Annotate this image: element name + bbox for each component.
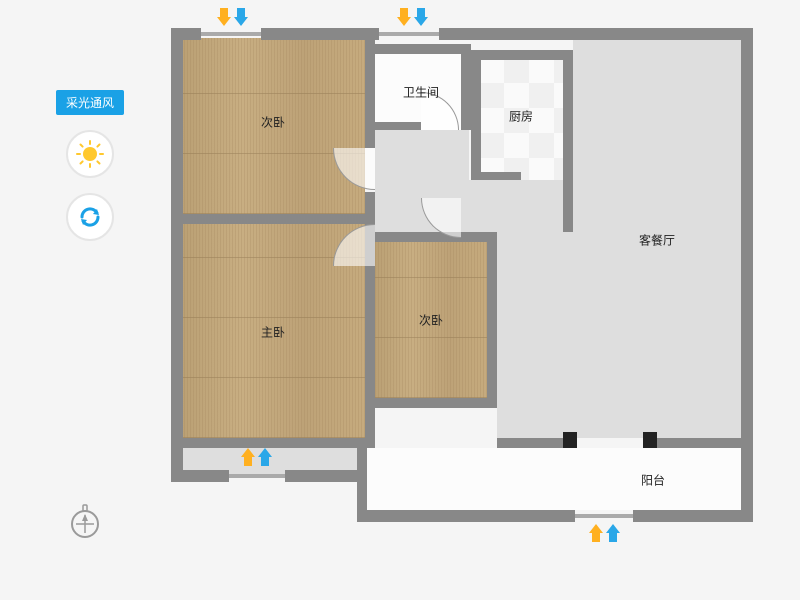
wall-window (201, 32, 261, 36)
wall (375, 232, 495, 242)
room-living-strip (469, 180, 573, 232)
wall (643, 432, 657, 448)
wall (365, 38, 375, 148)
wall (357, 442, 367, 518)
wall (285, 470, 363, 482)
wall (563, 50, 573, 232)
wall (471, 50, 481, 180)
wall (171, 28, 183, 480)
arrow-down-blue-icon (234, 8, 248, 26)
arrow-pair (397, 8, 428, 26)
arrow-pair (589, 524, 620, 542)
room-living-main (497, 232, 743, 438)
arrow-down-yellow-icon (217, 8, 231, 26)
wall (461, 44, 471, 130)
arrow-up-blue-icon (606, 524, 620, 542)
label-balcony: 阳台 (641, 472, 665, 489)
wall (633, 510, 753, 522)
refresh-icon (77, 204, 103, 230)
wall (497, 438, 573, 448)
arrow-up-yellow-icon (241, 448, 255, 466)
wall (357, 510, 575, 522)
floorplan: 次卧 卫生间 厨房 主卧 次卧 客餐厅 阳台 (165, 22, 755, 562)
wall (487, 232, 497, 404)
arrow-pair (217, 8, 248, 26)
compass-icon (65, 500, 105, 540)
wall (651, 438, 743, 448)
wall (181, 214, 367, 224)
sun-button[interactable] (66, 130, 114, 178)
arrow-pair (241, 448, 272, 466)
sidebar: 采光通风 (45, 90, 135, 241)
arrow-down-blue-icon (414, 8, 428, 26)
wall (261, 28, 379, 40)
label-kitchen: 厨房 (509, 108, 533, 125)
wall (181, 438, 375, 448)
label-bathroom: 卫生间 (403, 84, 439, 101)
wall (471, 50, 571, 60)
wall (471, 172, 521, 180)
label-secondary-bedroom-top: 次卧 (261, 114, 285, 131)
wall (439, 28, 753, 40)
room-balcony (365, 448, 743, 510)
wall (171, 470, 229, 482)
arrow-down-yellow-icon (397, 8, 411, 26)
refresh-button[interactable] (66, 193, 114, 241)
arrow-up-yellow-icon (589, 524, 603, 542)
label-master-bedroom: 主卧 (261, 324, 285, 341)
arrow-up-blue-icon (258, 448, 272, 466)
label-secondary-bedroom: 次卧 (419, 312, 443, 329)
wall (563, 432, 577, 448)
lighting-ventilation-tag: 采光通风 (56, 90, 124, 115)
room-living-top (573, 38, 743, 232)
wall (375, 44, 469, 54)
wall-window (229, 474, 285, 478)
label-living-dining: 客餐厅 (639, 232, 675, 249)
sun-icon (76, 140, 104, 168)
wall (375, 398, 497, 408)
wall-window (379, 32, 439, 36)
wall (375, 122, 421, 130)
wall-window (575, 514, 633, 518)
